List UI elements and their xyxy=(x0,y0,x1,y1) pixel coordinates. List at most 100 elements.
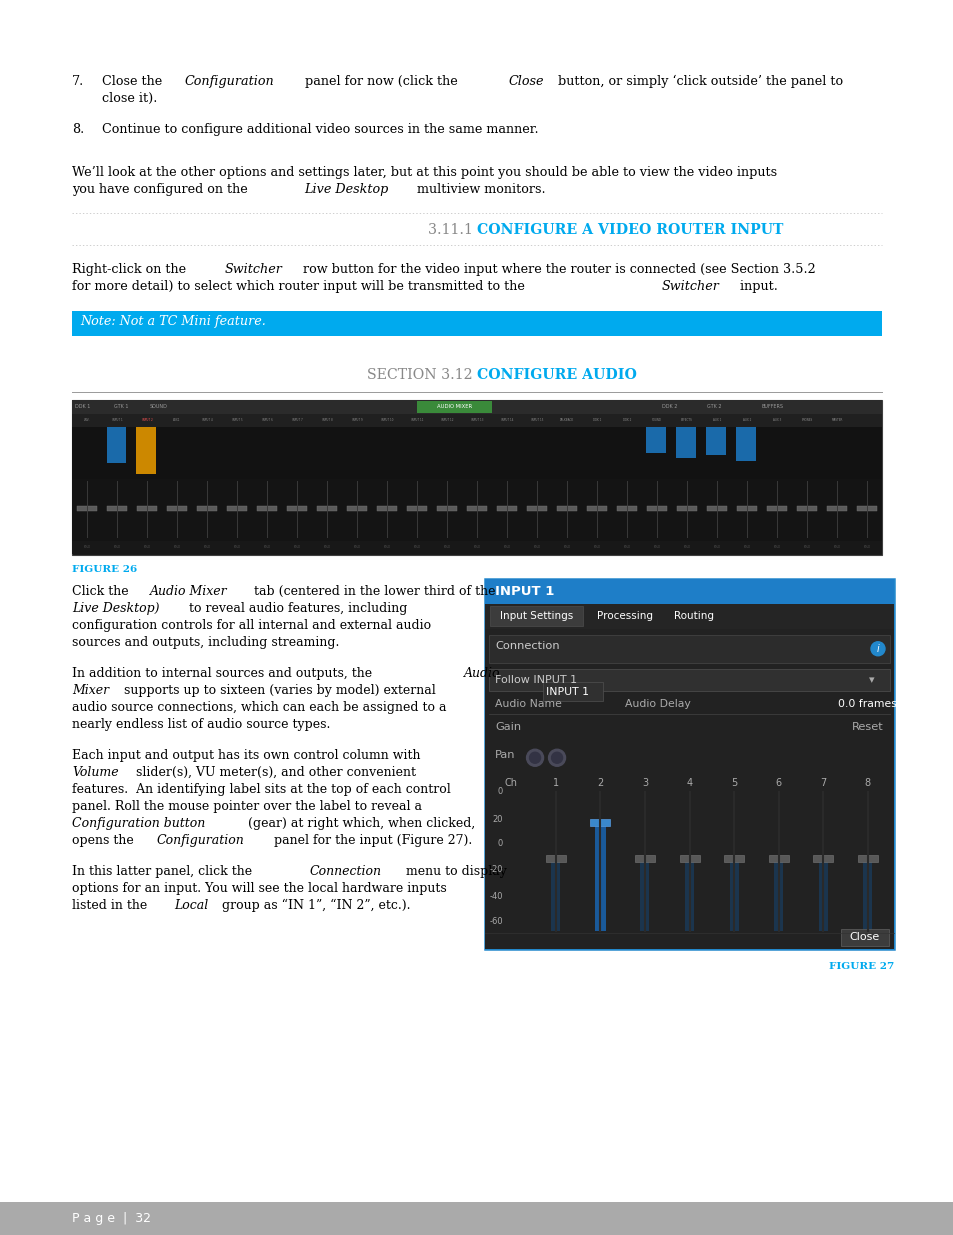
Text: SOLO: SOLO xyxy=(653,546,659,550)
Bar xyxy=(812,855,832,862)
Text: 2: 2 xyxy=(597,778,603,788)
Text: DDK 1: DDK 1 xyxy=(75,404,91,409)
Text: Connection: Connection xyxy=(495,641,559,651)
Text: Pan: Pan xyxy=(495,750,515,760)
FancyBboxPatch shape xyxy=(484,604,893,629)
Text: (gear) at right which, when clicked,: (gear) at right which, when clicked, xyxy=(244,816,475,830)
Text: menu to display: menu to display xyxy=(402,864,507,878)
Text: ▾: ▾ xyxy=(868,674,874,684)
Text: SOLO: SOLO xyxy=(294,546,300,550)
Text: Processing: Processing xyxy=(597,611,653,621)
FancyBboxPatch shape xyxy=(484,579,893,948)
Text: group as “IN 1”, “IN 2”, etc.).: group as “IN 1”, “IN 2”, etc.). xyxy=(218,899,411,911)
Bar xyxy=(590,819,610,826)
Text: FIGURE 27: FIGURE 27 xyxy=(828,962,893,971)
Text: In this latter panel, click the: In this latter panel, click the xyxy=(71,864,255,878)
Circle shape xyxy=(529,752,540,763)
Text: Continue to configure additional video sources in the same manner.: Continue to configure additional video s… xyxy=(102,124,538,136)
Text: Audio Name: Audio Name xyxy=(495,699,561,709)
Bar xyxy=(107,506,127,511)
FancyBboxPatch shape xyxy=(71,311,882,336)
Text: Volume: Volume xyxy=(71,766,118,779)
Bar xyxy=(617,506,636,511)
FancyBboxPatch shape xyxy=(71,414,882,427)
Text: sources and outputs, including streaming.: sources and outputs, including streaming… xyxy=(71,636,339,648)
Text: SOLO: SOLO xyxy=(533,546,540,550)
Text: PHONES: PHONES xyxy=(801,419,812,422)
Bar xyxy=(768,855,788,862)
Text: 7: 7 xyxy=(820,778,825,788)
Bar xyxy=(729,858,738,931)
Bar xyxy=(646,506,666,511)
Text: INPUT 5: INPUT 5 xyxy=(232,419,242,422)
Bar xyxy=(545,855,565,862)
Text: INPUT 1: INPUT 1 xyxy=(495,584,554,598)
Text: SOLO: SOLO xyxy=(623,546,630,550)
Text: -20: -20 xyxy=(489,866,502,874)
Bar xyxy=(684,858,693,931)
Text: SOLO: SOLO xyxy=(413,546,420,550)
Text: Each input and output has its own control column with: Each input and output has its own contro… xyxy=(71,748,420,762)
Text: Live Desktop: Live Desktop xyxy=(304,183,388,196)
Text: SOLO: SOLO xyxy=(862,546,869,550)
Bar xyxy=(862,858,871,931)
Text: We’ll look at the other options and settings later, but at this point you should: We’ll look at the other options and sett… xyxy=(71,167,777,179)
FancyBboxPatch shape xyxy=(490,606,582,626)
Text: In addition to internal sources and outputs, the: In addition to internal sources and outp… xyxy=(71,667,375,679)
Circle shape xyxy=(870,642,884,656)
Text: DDK 2: DDK 2 xyxy=(661,404,677,409)
Bar xyxy=(77,506,96,511)
Text: Local: Local xyxy=(174,899,209,911)
FancyBboxPatch shape xyxy=(71,541,882,553)
Text: Close: Close xyxy=(508,75,543,88)
FancyBboxPatch shape xyxy=(416,401,492,412)
FancyBboxPatch shape xyxy=(489,669,889,690)
Text: 3: 3 xyxy=(641,778,647,788)
Bar xyxy=(773,858,782,931)
Text: INPUT 12: INPUT 12 xyxy=(440,419,453,422)
Text: INPUT 1: INPUT 1 xyxy=(112,419,122,422)
Text: INPUT 8: INPUT 8 xyxy=(321,419,332,422)
Bar xyxy=(467,506,486,511)
Bar xyxy=(107,427,126,463)
Text: audio source connections, which can each be assigned to a: audio source connections, which can each… xyxy=(71,700,446,714)
Text: -40: -40 xyxy=(489,892,502,902)
Text: SOLO: SOLO xyxy=(473,546,480,550)
Text: 8.: 8. xyxy=(71,124,84,136)
Text: Routing: Routing xyxy=(673,611,713,621)
Text: Switcher: Switcher xyxy=(660,280,719,293)
Text: Switcher: Switcher xyxy=(224,263,282,275)
Text: Configuration button: Configuration button xyxy=(71,816,205,830)
Bar xyxy=(677,506,696,511)
Text: INPUT 7: INPUT 7 xyxy=(292,419,302,422)
Text: FIGURE 26: FIGURE 26 xyxy=(71,564,137,574)
Text: Audio Mixer: Audio Mixer xyxy=(150,584,228,598)
Text: row button for the video input where the router is connected (see Section 3.5.2: row button for the video input where the… xyxy=(299,263,815,275)
Text: close it).: close it). xyxy=(102,93,157,105)
Bar xyxy=(676,427,696,458)
Text: AUX 1: AUX 1 xyxy=(712,419,720,422)
Text: INPUT 1: INPUT 1 xyxy=(545,687,588,697)
Text: INPUT 15: INPUT 15 xyxy=(530,419,542,422)
FancyBboxPatch shape xyxy=(71,400,882,414)
Text: opens the: opens the xyxy=(71,834,137,847)
Circle shape xyxy=(526,750,543,766)
Text: DDK 2: DDK 2 xyxy=(622,419,631,422)
Text: panel for now (click the: panel for now (click the xyxy=(300,75,461,88)
Text: SOUND: SOUND xyxy=(652,419,661,422)
Text: SOLO: SOLO xyxy=(563,546,570,550)
Text: button, or simply ‘click outside’ the panel to: button, or simply ‘click outside’ the pa… xyxy=(554,75,842,88)
Text: tab (centered in the lower third of the: tab (centered in the lower third of the xyxy=(250,584,496,598)
Text: SOLO: SOLO xyxy=(593,546,599,550)
Text: AUX1: AUX1 xyxy=(173,419,180,422)
Text: INPUT 4: INPUT 4 xyxy=(201,419,213,422)
Bar xyxy=(679,855,699,862)
Bar xyxy=(136,427,156,473)
Bar xyxy=(857,855,877,862)
Text: slider(s), VU meter(s), and other convenient: slider(s), VU meter(s), and other conven… xyxy=(132,766,416,779)
Text: TALKBACK: TALKBACK xyxy=(559,419,574,422)
FancyBboxPatch shape xyxy=(542,682,602,700)
Text: 6: 6 xyxy=(775,778,781,788)
Text: 0: 0 xyxy=(497,840,502,848)
Bar xyxy=(197,506,216,511)
